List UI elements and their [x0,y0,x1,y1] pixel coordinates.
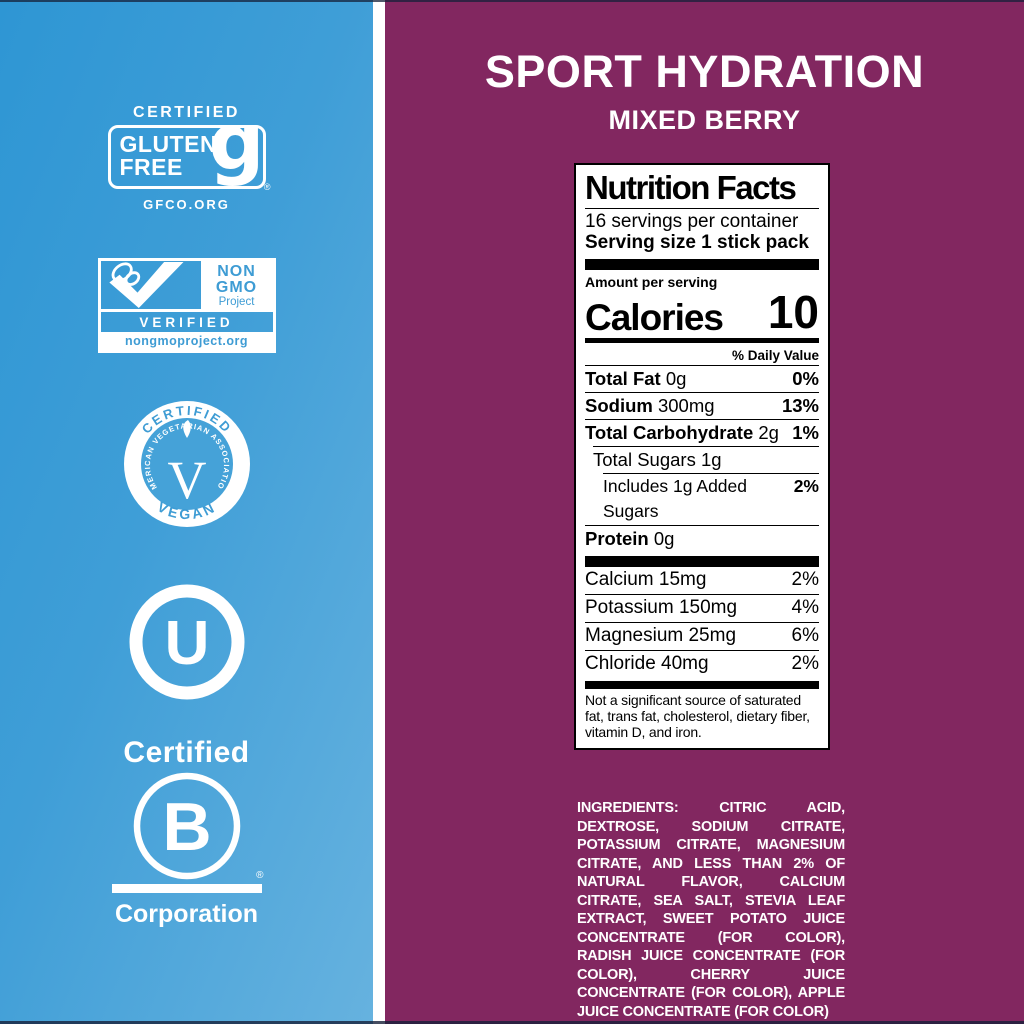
mineral-row-chloride: Chloride 40mg 2% [585,650,819,678]
nutrition-facts-label: Nutrition Facts 16 servings per containe… [574,163,830,751]
nutrient-row-protein: Protein 0g [585,525,819,552]
product-flavor: MIXED BERRY [608,105,801,135]
nutrient-row-added-sugars: Includes 1g Added Sugars 2% [603,472,819,526]
non-gmo-verified-label: VERIFIED [100,309,273,332]
gluten-free-box: GLUTEN FREE g ® [107,104,271,192]
right-nutrition-panel: SPORT HYDRATION MIXED BERRY Nutrition Fa… [385,0,1024,1024]
nutrition-footnote: Not a significant source of saturated fa… [585,692,810,741]
gluten-free-g-icon: g [208,98,265,188]
gluten-free-certified-label: CERTIFIED [133,104,240,121]
b-corp-underline: ® [111,870,264,893]
registered-mark-icon: ® [256,870,264,881]
calories-label: Calories [585,296,724,338]
kosher-ou-badge: U [0,578,373,706]
nutrient-row-total-sugars: Total Sugars 1g [593,445,819,473]
nutrient-row-carbohydrate: Total Carbohydrate 2g 1% [585,418,819,446]
leaf-icon [182,420,191,438]
daily-value-header: % Daily Value [585,345,819,367]
ou-circle-icon: U [129,584,244,700]
calories-value: 10 [767,286,819,339]
left-certifications-panel: CERTIFIED GLUTEN FREE g ® GFCO.ORG [0,0,373,1024]
ingredients-label: INGREDIENTS: [577,800,679,816]
nutrient-row-sodium: Sodium 300mg 13% [585,391,819,419]
mineral-row-calcium: Calcium 15mg 2% [585,569,819,591]
b-corp-corporation-label: Corporation [114,900,259,928]
registered-mark-icon: ® [263,182,271,192]
non-gmo-project-text: NON GMO Project [200,261,273,309]
calories-row: Calories 10 [585,286,819,339]
gluten-free-badge: CERTIFIED GLUTEN FREE g ® GFCO.ORG [0,104,373,212]
serving-size: Serving size 1 stick pack [585,232,809,254]
photo-bottom-edge [0,1021,1024,1024]
gfco-org-label: GFCO.ORG [143,197,230,212]
b-corp-circle-icon: B [133,772,240,880]
gluten-free-words: GLUTEN FREE [119,131,218,180]
svg-text:B: B [162,789,211,865]
non-gmo-badge: NON GMO Project VERIFIED nongmoproject.o… [0,254,373,353]
vegan-seal-icon: CERTIFIED VEGAN AMERICAN VEGETARIAN ASSO… [121,398,250,527]
certified-vegan-badge: CERTIFIED VEGAN AMERICAN VEGETARIAN ASSO… [0,398,373,530]
non-gmo-box: NON GMO Project VERIFIED nongmoproject.o… [97,254,276,353]
nutrition-facts-title: Nutrition Facts [585,169,797,206]
mineral-row-potassium: Potassium 150mg 4% [585,594,819,622]
servings-per-container: 16 servings per container [585,210,799,232]
non-gmo-url-label: nongmoproject.org [100,332,273,350]
panel-divider [373,0,385,1024]
svg-text:VEGAN: VEGAN [154,498,218,522]
nutrient-row-total-fat: Total Fat 0g 0% [585,368,819,390]
svg-text:V: V [167,450,206,510]
svg-text:U: U [164,609,209,678]
ingredients-list: INGREDIENTS: CITRIC ACID, DEXTROSE, SODI… [577,800,845,1021]
b-corp-badge: Certified B ® Corporation [0,736,373,929]
photo-top-edge [0,0,1024,2]
mineral-row-magnesium: Magnesium 25mg 6% [585,622,819,650]
product-title: SPORT HYDRATION [484,46,925,97]
b-corp-certified-label: Certified [123,736,250,769]
butterfly-checkmark-icon [101,254,201,309]
amount-per-serving-label: Amount per serving [585,274,718,291]
